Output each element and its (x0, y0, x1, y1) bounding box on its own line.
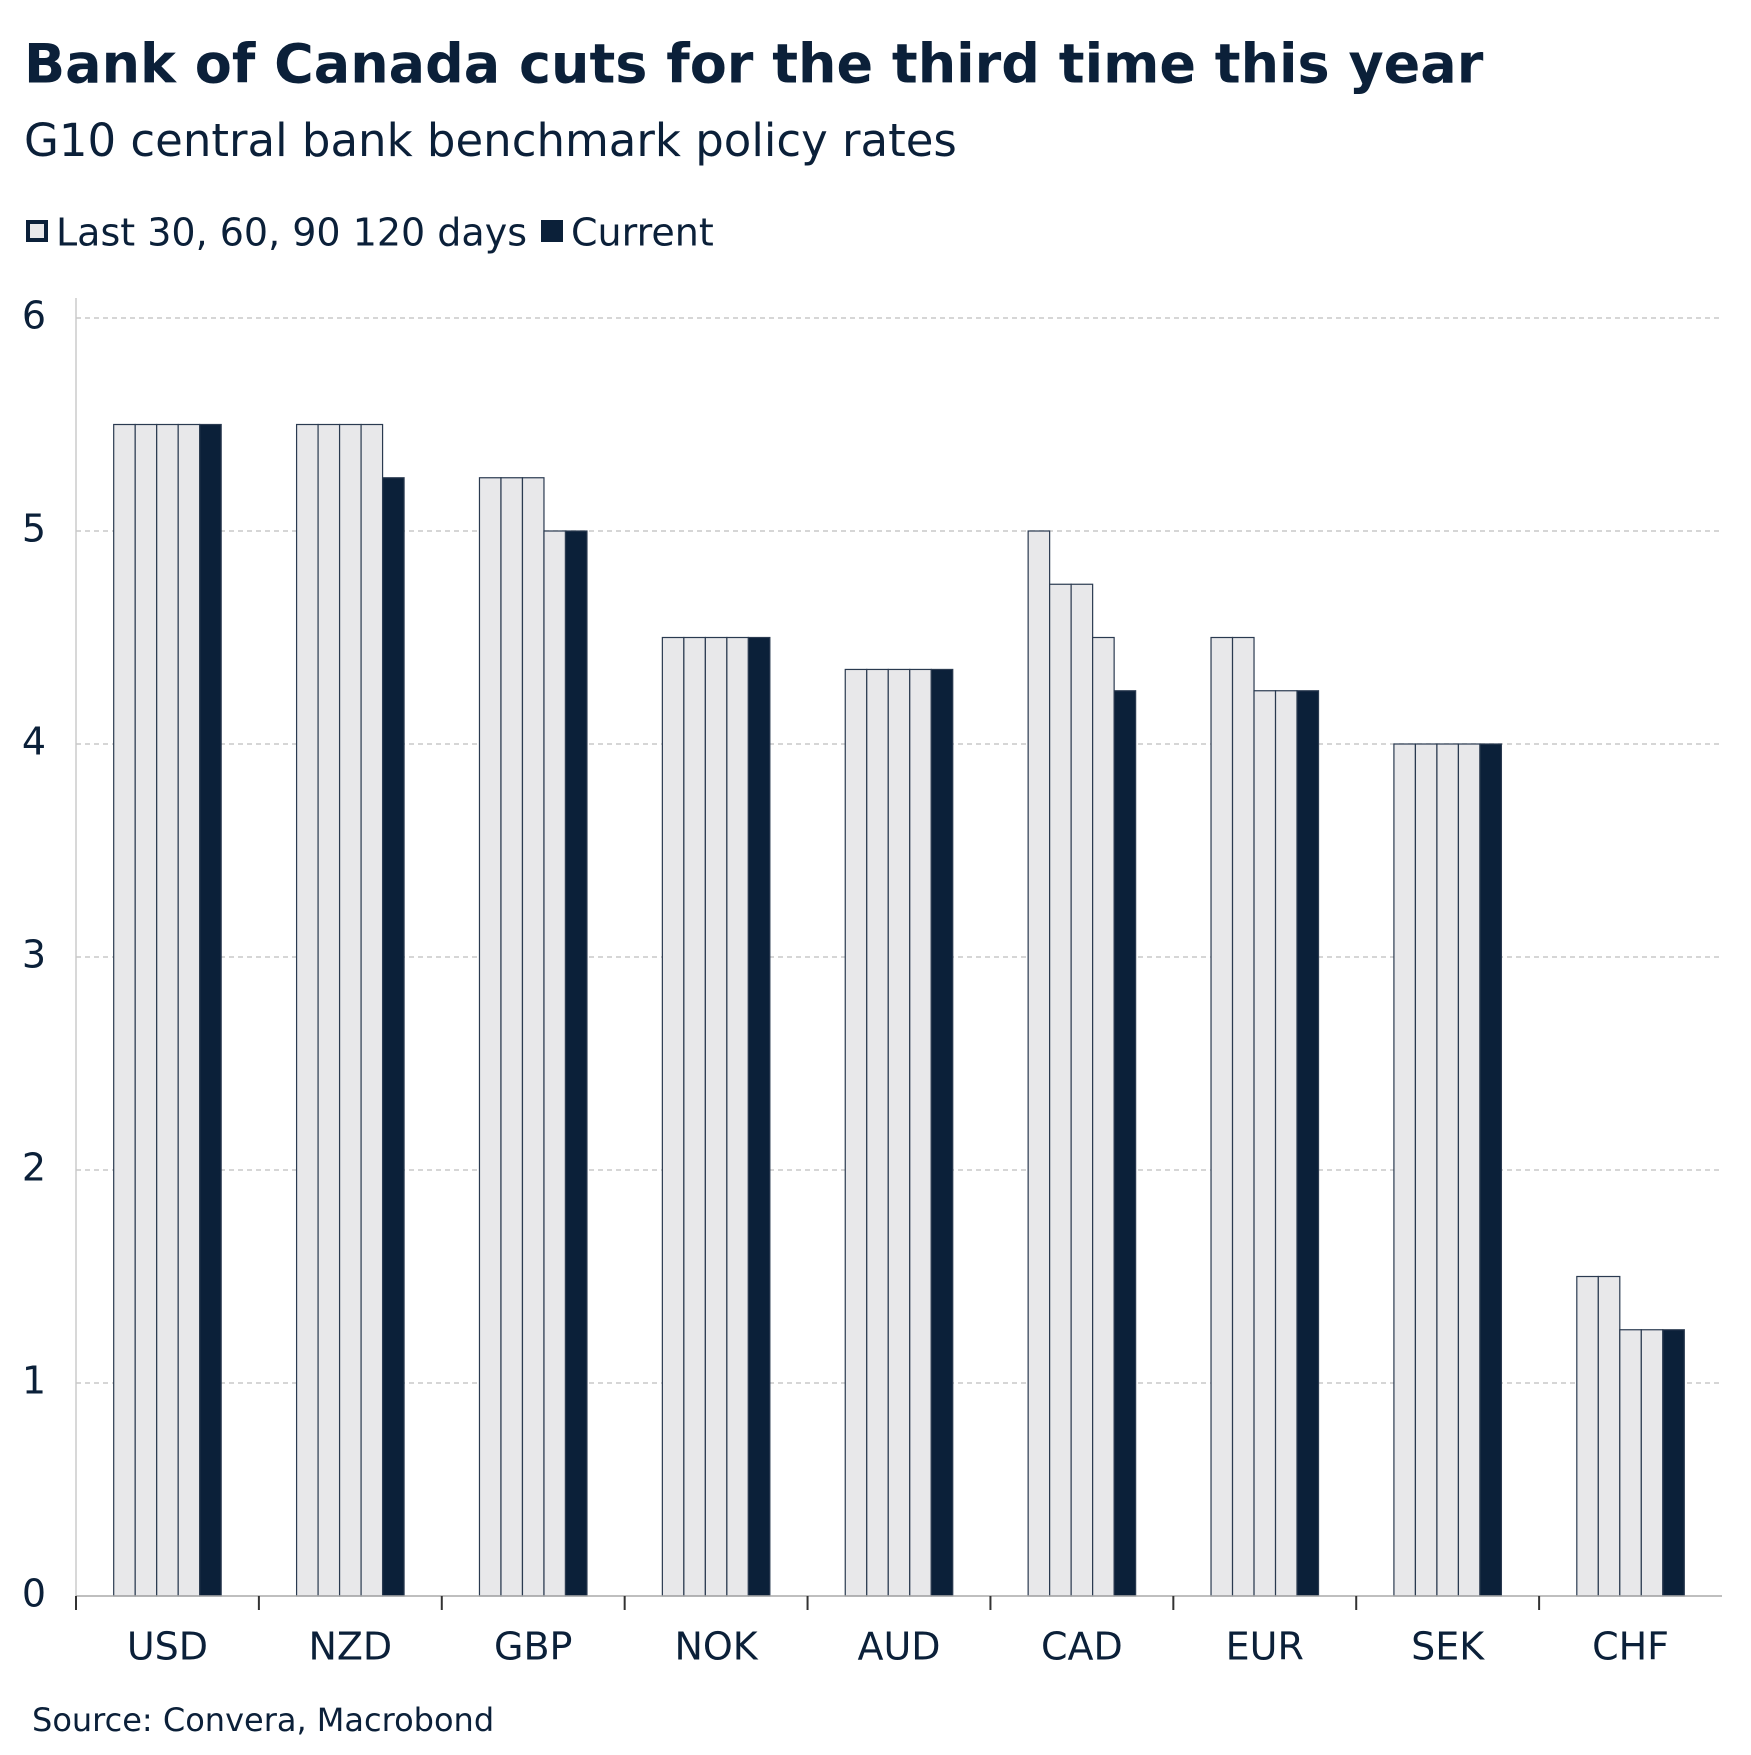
y-tick-label: 4 (22, 720, 46, 764)
chart-title: Bank of Canada cuts for the third time t… (24, 33, 1484, 96)
bar (543, 530, 567, 1597)
bar (521, 477, 545, 1597)
bar (1049, 583, 1072, 1597)
bar (1210, 636, 1234, 1597)
bar (134, 423, 158, 1597)
bar (564, 530, 588, 1597)
x-tick-label: USD (127, 1625, 208, 1669)
bar (156, 423, 179, 1597)
bar (1640, 1329, 1664, 1597)
bar (1597, 1275, 1621, 1597)
x-tick-label: GBP (494, 1625, 572, 1669)
bar (1576, 1275, 1599, 1597)
bar (866, 668, 889, 1597)
bar (1479, 743, 1503, 1597)
bar (1092, 636, 1115, 1597)
bar (317, 423, 341, 1597)
bar (1253, 690, 1277, 1597)
legend-label: Current (571, 211, 714, 255)
bar (704, 636, 728, 1597)
x-tick-label: CAD (1041, 1625, 1123, 1669)
bar (199, 423, 222, 1597)
bar (1662, 1329, 1685, 1597)
bar (747, 636, 771, 1597)
bar (478, 477, 502, 1597)
legend-swatch (26, 220, 48, 242)
x-tick-label: EUR (1226, 1625, 1304, 1669)
bar (887, 668, 911, 1597)
chart-subtitle: G10 central bank benchmark policy rates (24, 114, 957, 167)
y-tick-label: 1 (22, 1359, 46, 1403)
bar (726, 636, 749, 1597)
legend-label: Last 30, 60, 90 120 days (56, 211, 527, 255)
bar (1436, 743, 1460, 1597)
y-tick-label: 6 (22, 294, 46, 338)
bar (1393, 743, 1417, 1597)
bar (909, 668, 932, 1597)
bar (1027, 530, 1051, 1597)
bar (360, 423, 384, 1597)
bar (338, 423, 362, 1597)
bar (113, 423, 136, 1597)
bar (661, 636, 685, 1597)
bar (930, 668, 954, 1597)
bar (844, 668, 868, 1597)
source: Source: Convera, Macrobond (32, 1701, 494, 1739)
x-tick-label: CHF (1592, 1625, 1669, 1669)
x-tick-label: SEK (1411, 1625, 1485, 1669)
bar (295, 423, 319, 1597)
x-tick-label: AUD (857, 1625, 940, 1669)
x-tick-label: NOK (674, 1625, 758, 1669)
bar (683, 636, 706, 1597)
bar (1457, 743, 1481, 1597)
x-tick-label: NZD (308, 1625, 392, 1669)
bar (1231, 636, 1255, 1597)
bar (1274, 690, 1298, 1597)
bar (381, 477, 405, 1597)
y-tick-label: 3 (22, 933, 46, 977)
legend-swatch (541, 220, 563, 242)
bar (1619, 1329, 1642, 1597)
bar (500, 477, 524, 1597)
y-tick-label: 0 (22, 1572, 46, 1616)
bar (1296, 690, 1320, 1597)
bar (177, 423, 201, 1597)
bar (1070, 583, 1094, 1597)
bar (1414, 743, 1438, 1597)
y-tick-label: 2 (22, 1146, 46, 1190)
y-tick-label: 5 (22, 507, 46, 551)
bar (1113, 690, 1137, 1597)
